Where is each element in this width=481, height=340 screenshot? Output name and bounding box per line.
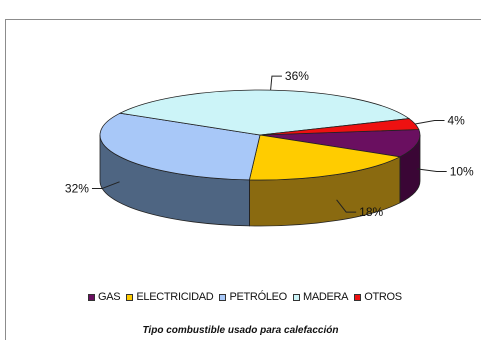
pct-label-otros: 4%	[448, 114, 466, 128]
legend-item-electricidad: ELECTRICIDAD	[126, 291, 214, 303]
legend-label: PETRÓLEO	[229, 291, 287, 303]
leader-line-gas	[416, 168, 447, 173]
legend-label: OTROS	[364, 291, 402, 303]
chart-caption: Tipo combustible usado para calefacción	[142, 325, 339, 336]
pct-label-madera: 36%	[285, 69, 309, 83]
legend: GAS ELECTRICIDAD PETRÓLEO MADERA OTROS	[88, 291, 408, 303]
pct-label-gas: 10%	[450, 165, 474, 179]
pie-slice-otros	[259, 118, 420, 136]
pct-label-petroleo: 32%	[65, 182, 89, 196]
pct-label-electricidad: 18%	[359, 205, 383, 219]
pie-slice-petroleo	[99, 112, 261, 181]
legend-item-petroleo: PETRÓLEO	[219, 291, 287, 303]
legend-label: ELECTRICIDAD	[136, 291, 214, 303]
legend-item-madera: MADERA	[292, 291, 349, 303]
legend-label: GAS	[98, 291, 121, 303]
pie-slice-electricidad	[248, 134, 402, 181]
legend-swatch	[219, 293, 227, 301]
legend-label: MADERA	[302, 291, 349, 303]
legend-item-otros: OTROS	[354, 291, 402, 303]
pie-slice-gas	[259, 129, 421, 158]
legend-item-gas: GAS	[88, 291, 121, 303]
pie-slice-madera	[118, 89, 411, 136]
leader-line-petroleo	[91, 181, 120, 190]
leader-line-madera	[270, 75, 282, 91]
legend-swatch	[88, 293, 95, 301]
leader-line-otros	[415, 120, 445, 125]
legend-swatch	[354, 293, 362, 301]
legend-swatch	[126, 293, 134, 301]
leader-line-electricidad	[336, 199, 357, 213]
legend-swatch	[292, 293, 300, 301]
